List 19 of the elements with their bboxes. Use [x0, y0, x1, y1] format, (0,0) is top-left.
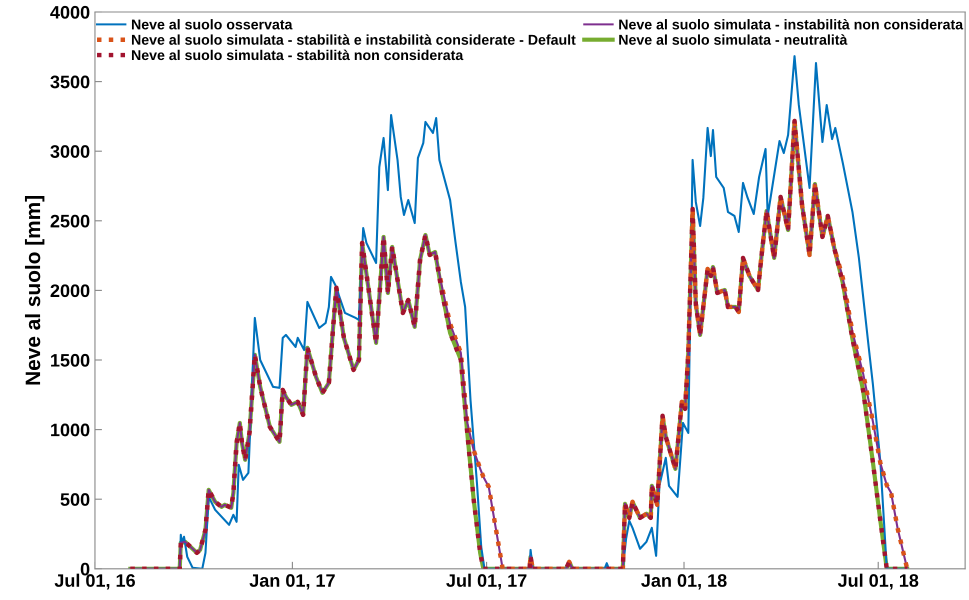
legend-label: Neve al suolo simulata - stabilità non considerata	[132, 50, 464, 60]
y-tick-label: 4000	[50, 6, 90, 19]
x-tick-label: Jan 01, 18	[641, 574, 727, 590]
y-tick-label: 0	[80, 562, 90, 576]
legend-label: Neve al suolo simulata - instabilità non considerata	[619, 18, 964, 30]
y-tick-label: 2500	[50, 214, 90, 228]
y-tick-label: 3500	[50, 76, 90, 88]
legend-label: Neve al suolo simulata - neutralità	[619, 34, 848, 45]
y-tick-label: 2000	[50, 284, 90, 298]
x-tick-label: Jul 01, 18	[838, 574, 918, 590]
y-tick-label: 3000	[50, 145, 90, 158]
legend-label: Neve al suolo osservata	[132, 19, 293, 30]
y-tick-label: 500	[60, 493, 90, 506]
y-tick-label: 1500	[51, 354, 90, 367]
y-axis-title: Neve al suolo [mm]	[24, 196, 44, 385]
x-tick-label: Jan 01, 17	[250, 574, 335, 590]
x-tick-label: Jul 01, 17	[446, 574, 526, 590]
y-tick-label: 1000	[51, 424, 90, 436]
legend-label: Neve al suolo simulata - stabilità e instabilità considerate - Default	[132, 34, 576, 45]
